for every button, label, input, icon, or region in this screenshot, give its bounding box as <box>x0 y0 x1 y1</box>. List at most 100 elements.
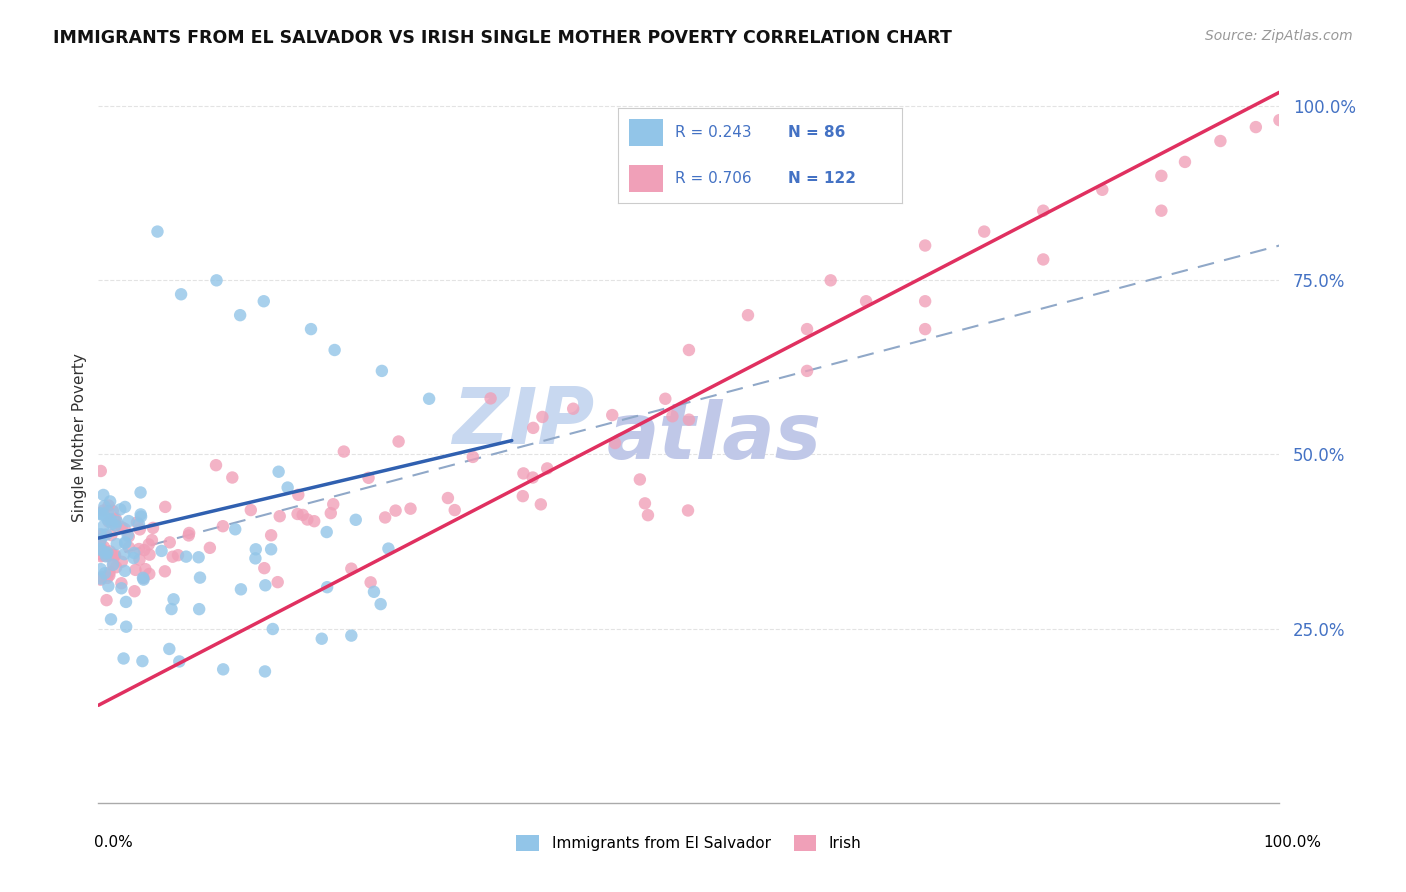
Point <box>100 512 122 526</box>
Point <box>146 225 169 239</box>
Point <box>1244 120 1267 134</box>
Point <box>162 592 184 607</box>
Point <box>269 509 291 524</box>
Point <box>98 568 121 582</box>
Point <box>104 513 127 527</box>
Point <box>96 571 118 585</box>
Point <box>98 566 121 580</box>
Point <box>319 506 342 520</box>
Point <box>678 412 700 426</box>
Point <box>676 503 699 517</box>
Point <box>628 473 651 487</box>
Point <box>91 503 114 517</box>
Point <box>316 580 339 594</box>
Point <box>277 481 299 495</box>
Point <box>205 458 228 473</box>
Point <box>117 528 139 542</box>
Point <box>104 549 127 563</box>
Point <box>188 602 211 616</box>
Point <box>101 516 124 531</box>
Point <box>100 528 122 542</box>
Point <box>162 549 184 564</box>
Point <box>98 494 121 508</box>
Point <box>94 566 117 581</box>
Point <box>914 322 936 336</box>
Point <box>157 642 180 657</box>
Point <box>323 343 346 357</box>
Point <box>530 497 553 511</box>
Point <box>198 541 221 555</box>
Point <box>212 519 235 533</box>
Point <box>188 571 211 585</box>
Text: 100.0%: 100.0% <box>1264 836 1322 850</box>
Point <box>91 549 114 563</box>
Point <box>134 562 156 576</box>
Point <box>132 573 155 587</box>
Point <box>914 294 936 309</box>
Point <box>973 225 995 239</box>
Point <box>129 485 152 500</box>
Point <box>138 537 160 551</box>
Point <box>90 572 112 586</box>
Point <box>855 294 877 309</box>
Point <box>91 488 114 502</box>
Point <box>522 470 544 484</box>
Point <box>90 508 112 522</box>
Point <box>1150 203 1173 218</box>
Point <box>97 549 120 563</box>
Point <box>90 506 112 520</box>
Point <box>370 597 392 611</box>
Point <box>634 496 657 510</box>
Text: IMMIGRANTS FROM EL SALVADOR VS IRISH SINGLE MOTHER POVERTY CORRELATION CHART: IMMIGRANTS FROM EL SALVADOR VS IRISH SIN… <box>53 29 952 46</box>
Point <box>122 551 145 566</box>
Point <box>112 547 135 561</box>
Point <box>105 515 128 529</box>
Point <box>128 522 150 536</box>
Point <box>1032 203 1054 218</box>
Point <box>91 508 114 522</box>
Point <box>512 489 534 503</box>
Point <box>1150 169 1173 183</box>
Point <box>322 497 344 511</box>
Point <box>153 564 176 578</box>
Point <box>94 547 117 561</box>
Point <box>90 562 112 576</box>
Point <box>101 504 124 518</box>
Point <box>512 467 534 481</box>
Point <box>129 509 152 524</box>
Point <box>418 392 440 406</box>
Point <box>108 502 131 516</box>
Point <box>1268 113 1291 128</box>
Point <box>229 308 252 322</box>
Point <box>138 566 160 581</box>
Point <box>122 546 145 560</box>
Point <box>160 602 183 616</box>
Point <box>90 541 112 556</box>
Point <box>177 528 200 542</box>
Point <box>302 514 325 528</box>
Point <box>678 343 700 357</box>
Point <box>101 548 124 562</box>
Point <box>96 545 118 559</box>
Point <box>118 529 141 543</box>
Point <box>377 541 399 556</box>
Point <box>212 662 235 676</box>
Point <box>253 561 276 575</box>
Point <box>90 540 112 554</box>
Point <box>267 465 290 479</box>
Point <box>97 505 120 519</box>
Point <box>340 562 363 576</box>
Point <box>134 543 156 558</box>
Point <box>150 544 173 558</box>
Point <box>115 595 138 609</box>
Point <box>174 549 197 564</box>
Point <box>229 582 252 597</box>
Point <box>129 508 152 522</box>
Legend: Immigrants from El Salvador, Irish: Immigrants from El Salvador, Irish <box>510 830 868 857</box>
Point <box>291 508 314 522</box>
Point <box>142 521 165 535</box>
Point <box>796 322 818 336</box>
Point <box>141 533 163 548</box>
Point <box>90 531 112 545</box>
Point <box>110 582 132 596</box>
